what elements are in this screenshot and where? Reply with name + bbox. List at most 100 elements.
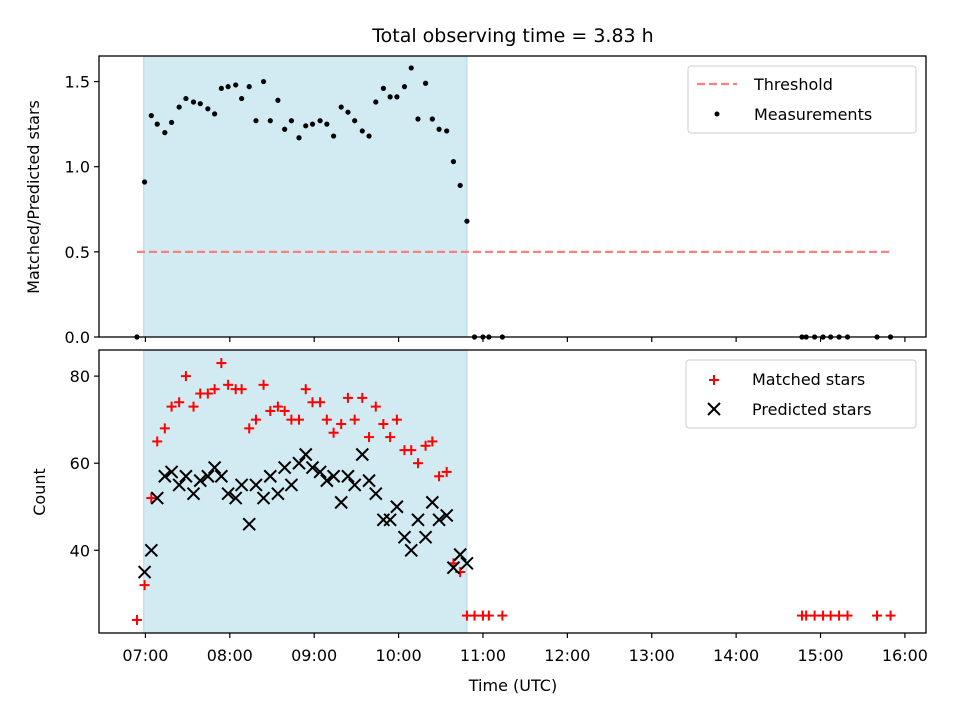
predicted-star-point <box>355 447 369 462</box>
top-plot-frame <box>98 55 927 338</box>
predicted-star-point <box>439 508 454 523</box>
matched-star-point <box>244 423 255 434</box>
measurement-point <box>197 101 203 107</box>
predicted-star-point <box>299 447 313 462</box>
measurement-point <box>190 99 197 105</box>
predicted-star-point <box>460 556 474 571</box>
matched-star-point <box>139 580 150 591</box>
legend-predicted-label: Predicted stars <box>752 400 872 419</box>
predicted-star-point <box>256 491 271 505</box>
measurement-point <box>408 65 414 71</box>
measurement-point <box>324 121 330 127</box>
measurement-point <box>401 84 408 90</box>
measurement-point <box>148 113 154 119</box>
matched-star-point <box>146 493 157 504</box>
measurement-point <box>253 118 259 124</box>
predicted-star-point <box>453 547 467 562</box>
predicted-star-point <box>347 478 362 492</box>
legend-threshold-label: Threshold <box>753 75 833 94</box>
x-tick-label: 07:00 <box>122 646 168 665</box>
measurement-point <box>233 82 239 88</box>
predicted-star-point <box>179 469 193 483</box>
predicted-star-point <box>334 495 348 510</box>
matched-star-point <box>469 610 480 621</box>
measurement-point <box>444 128 450 134</box>
matched-star-point <box>216 358 227 369</box>
matched-star-point <box>825 610 836 621</box>
legend-matched-marker <box>709 375 719 385</box>
predicted-star-point <box>292 456 306 470</box>
x-tick-label: 10:00 <box>376 646 422 665</box>
measurement-point <box>450 158 457 165</box>
matched-star-point <box>202 388 213 399</box>
predicted-star-point <box>383 513 397 527</box>
matched-star-point <box>834 610 845 621</box>
matched-star-point <box>385 432 396 443</box>
matched-star-point <box>209 384 220 395</box>
measurement-point <box>352 118 358 124</box>
predicted-star-point <box>164 465 179 479</box>
legend-measurements-marker <box>714 111 720 117</box>
predicted-star-point <box>305 460 320 475</box>
matched-star-point <box>378 419 389 430</box>
predicted-star-point <box>207 460 222 475</box>
predicted-star-point <box>397 530 412 544</box>
matched-star-point <box>872 610 883 621</box>
legend-matched-label: Matched stars <box>752 370 865 389</box>
top-y-tick-label: 1.0 <box>65 158 90 177</box>
measurement-point <box>429 116 435 122</box>
matched-star-point <box>152 436 163 447</box>
legend-predicted-marker <box>707 402 721 416</box>
predicted-star-point <box>432 513 446 527</box>
matched-star-point <box>258 379 269 390</box>
matched-star-point <box>174 397 185 408</box>
top-y-tick-label: 1.5 <box>65 73 90 92</box>
matched-star-point <box>131 614 142 625</box>
matched-star-point <box>180 371 191 382</box>
matched-star-point <box>801 610 812 621</box>
matched-star-point <box>188 401 199 412</box>
measurement-point <box>345 109 351 115</box>
measurement-point <box>464 218 470 224</box>
predicted-star-point <box>263 469 278 483</box>
predicted-star-point <box>390 500 404 514</box>
matched-star-point <box>885 610 896 621</box>
matched-star-point <box>236 384 247 395</box>
predicted-star-point <box>411 513 425 527</box>
measurement-point <box>373 99 379 105</box>
matched-star-point <box>250 414 261 425</box>
measurement-point <box>309 121 316 127</box>
predicted-star-point <box>234 478 249 492</box>
measurement-point <box>422 80 429 86</box>
predicted-star-point <box>418 530 433 544</box>
measurement-point <box>387 94 393 100</box>
predicted-star-point <box>214 469 229 483</box>
measurement-point <box>415 116 421 122</box>
predicted-star-point <box>201 469 215 483</box>
observing-window-shade-top <box>143 55 468 338</box>
matched-star-point <box>420 440 431 451</box>
top-legend-box <box>687 65 917 134</box>
measurement-point <box>317 118 323 124</box>
bottom-y-tick-label: 40 <box>70 541 90 560</box>
matched-star-point <box>434 471 445 482</box>
measurement-point <box>218 85 224 91</box>
bottom-legend-box <box>685 359 917 429</box>
predicted-star-point <box>158 469 172 483</box>
predicted-star-point <box>137 565 152 579</box>
x-tick-label: 09:00 <box>291 646 337 665</box>
measurement-point <box>239 95 245 102</box>
matched-star-point <box>279 405 290 416</box>
predicted-star-point <box>446 560 461 575</box>
measurement-point <box>267 118 273 124</box>
bottom-y-tick-label: 60 <box>70 454 90 473</box>
matched-star-point <box>427 436 438 447</box>
predicted-star-point <box>404 543 418 557</box>
measurement-point <box>246 84 252 90</box>
predicted-star-point <box>221 486 235 501</box>
x-tick-label: 15:00 <box>797 646 843 665</box>
x-tick-label: 11:00 <box>460 646 506 665</box>
predicted-star-point <box>249 478 263 492</box>
measurement-point <box>436 126 442 132</box>
x-tick-label: 08:00 <box>207 646 253 665</box>
